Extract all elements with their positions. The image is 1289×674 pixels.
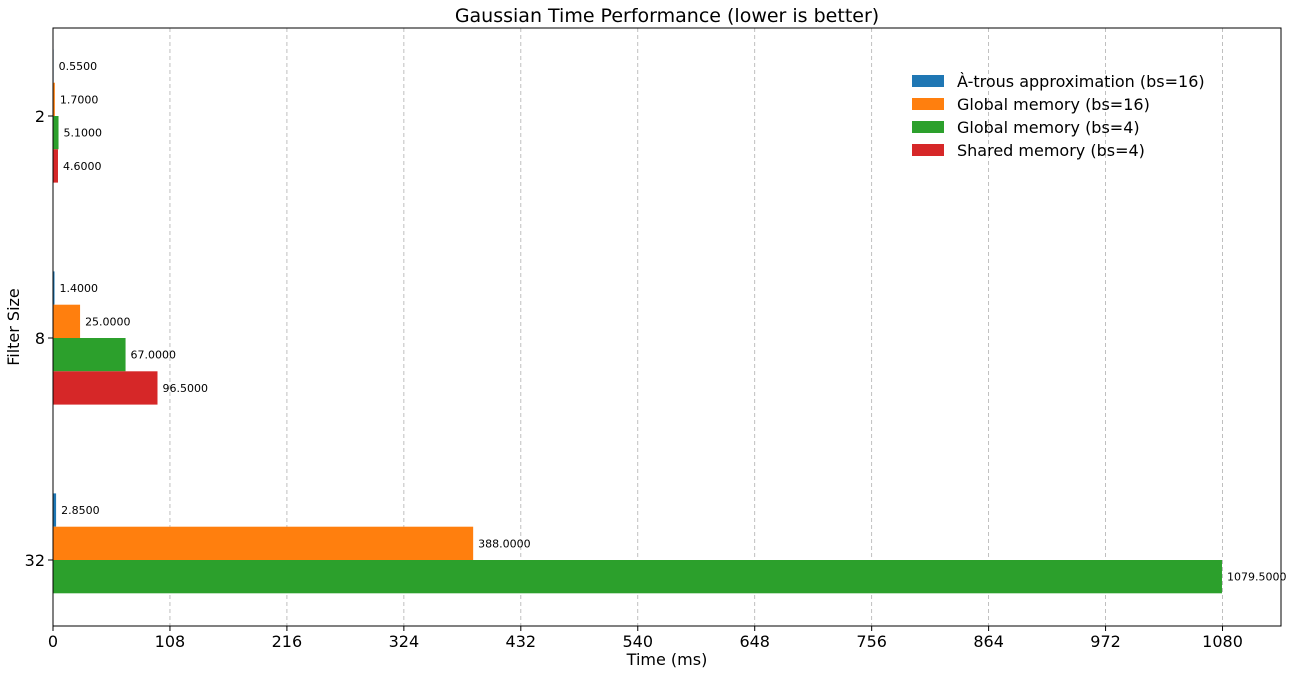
bar (53, 371, 158, 405)
y-axis-ticks: 2 8 32 (25, 107, 53, 570)
bar-value-label: 5.1000 (64, 127, 103, 140)
x-tick-label: 972 (1090, 632, 1121, 651)
bar-value-label: 25.0000 (85, 315, 131, 328)
bar (53, 526, 474, 560)
bar-value-label: 0.5500 (59, 60, 98, 73)
bar-value-label: 4.6000 (63, 160, 102, 173)
y-axis-label: Filter Size (4, 288, 23, 366)
legend-swatch (912, 144, 944, 156)
x-tick-label: 1080 (1202, 632, 1243, 651)
legend-swatch (912, 121, 944, 133)
legend-entry: Global memory (bs=4) (957, 118, 1140, 137)
y-tick-label: 8 (35, 329, 45, 348)
bar-value-label: 388.0000 (478, 537, 530, 550)
grid (169, 28, 1223, 626)
x-tick-label: 108 (155, 632, 186, 651)
bar-value-label: 2.8500 (61, 504, 100, 517)
bar-value-label: 1.7000 (60, 93, 98, 106)
bar (53, 149, 58, 183)
bar (53, 304, 81, 338)
y-tick-label: 2 (35, 107, 45, 126)
x-tick-label: 324 (389, 632, 420, 651)
bar (53, 271, 55, 305)
legend: À-trous approximation (bs=16) Global memo… (912, 72, 1205, 160)
x-tick-label: 432 (506, 632, 537, 651)
x-axis-label: Time (ms) (626, 650, 708, 669)
bar (53, 82, 55, 116)
data-labels: 0.5500 1.7000 5.1000 4.6000 1.4000 25.0000 67.… (59, 60, 1287, 584)
chart-title: Gaussian Time Performance (lower is bett… (455, 5, 879, 27)
bar-value-label: 1079.5000 (1227, 571, 1287, 584)
legend-swatch (912, 98, 944, 110)
bar-value-label: 1.4000 (60, 282, 99, 295)
x-tick-label: 756 (856, 632, 887, 651)
bar (53, 338, 126, 372)
x-tick-label: 0 (48, 632, 58, 651)
x-tick-label: 864 (973, 632, 1004, 651)
x-tick-label: 216 (272, 632, 303, 651)
x-axis-ticks: 0 108 216 324 432 540 648 756 864 972 1080 (48, 626, 1243, 651)
legend-entry: Shared memory (bs=4) (957, 141, 1145, 160)
legend-swatch (912, 75, 944, 87)
y-tick-label: 32 (25, 551, 45, 570)
bars (53, 49, 1222, 594)
bar-value-label: 67.0000 (131, 349, 177, 362)
bar (53, 116, 59, 150)
plot-frame (52, 27, 1282, 627)
bar (53, 493, 57, 527)
legend-entry: À-trous approximation (bs=16) (957, 72, 1205, 91)
legend-entry: Global memory (bs=16) (957, 95, 1150, 114)
x-tick-label: 648 (739, 632, 770, 651)
bar (53, 560, 1222, 594)
x-tick-label: 540 (622, 632, 653, 651)
bar-value-label: 96.5000 (162, 382, 208, 395)
